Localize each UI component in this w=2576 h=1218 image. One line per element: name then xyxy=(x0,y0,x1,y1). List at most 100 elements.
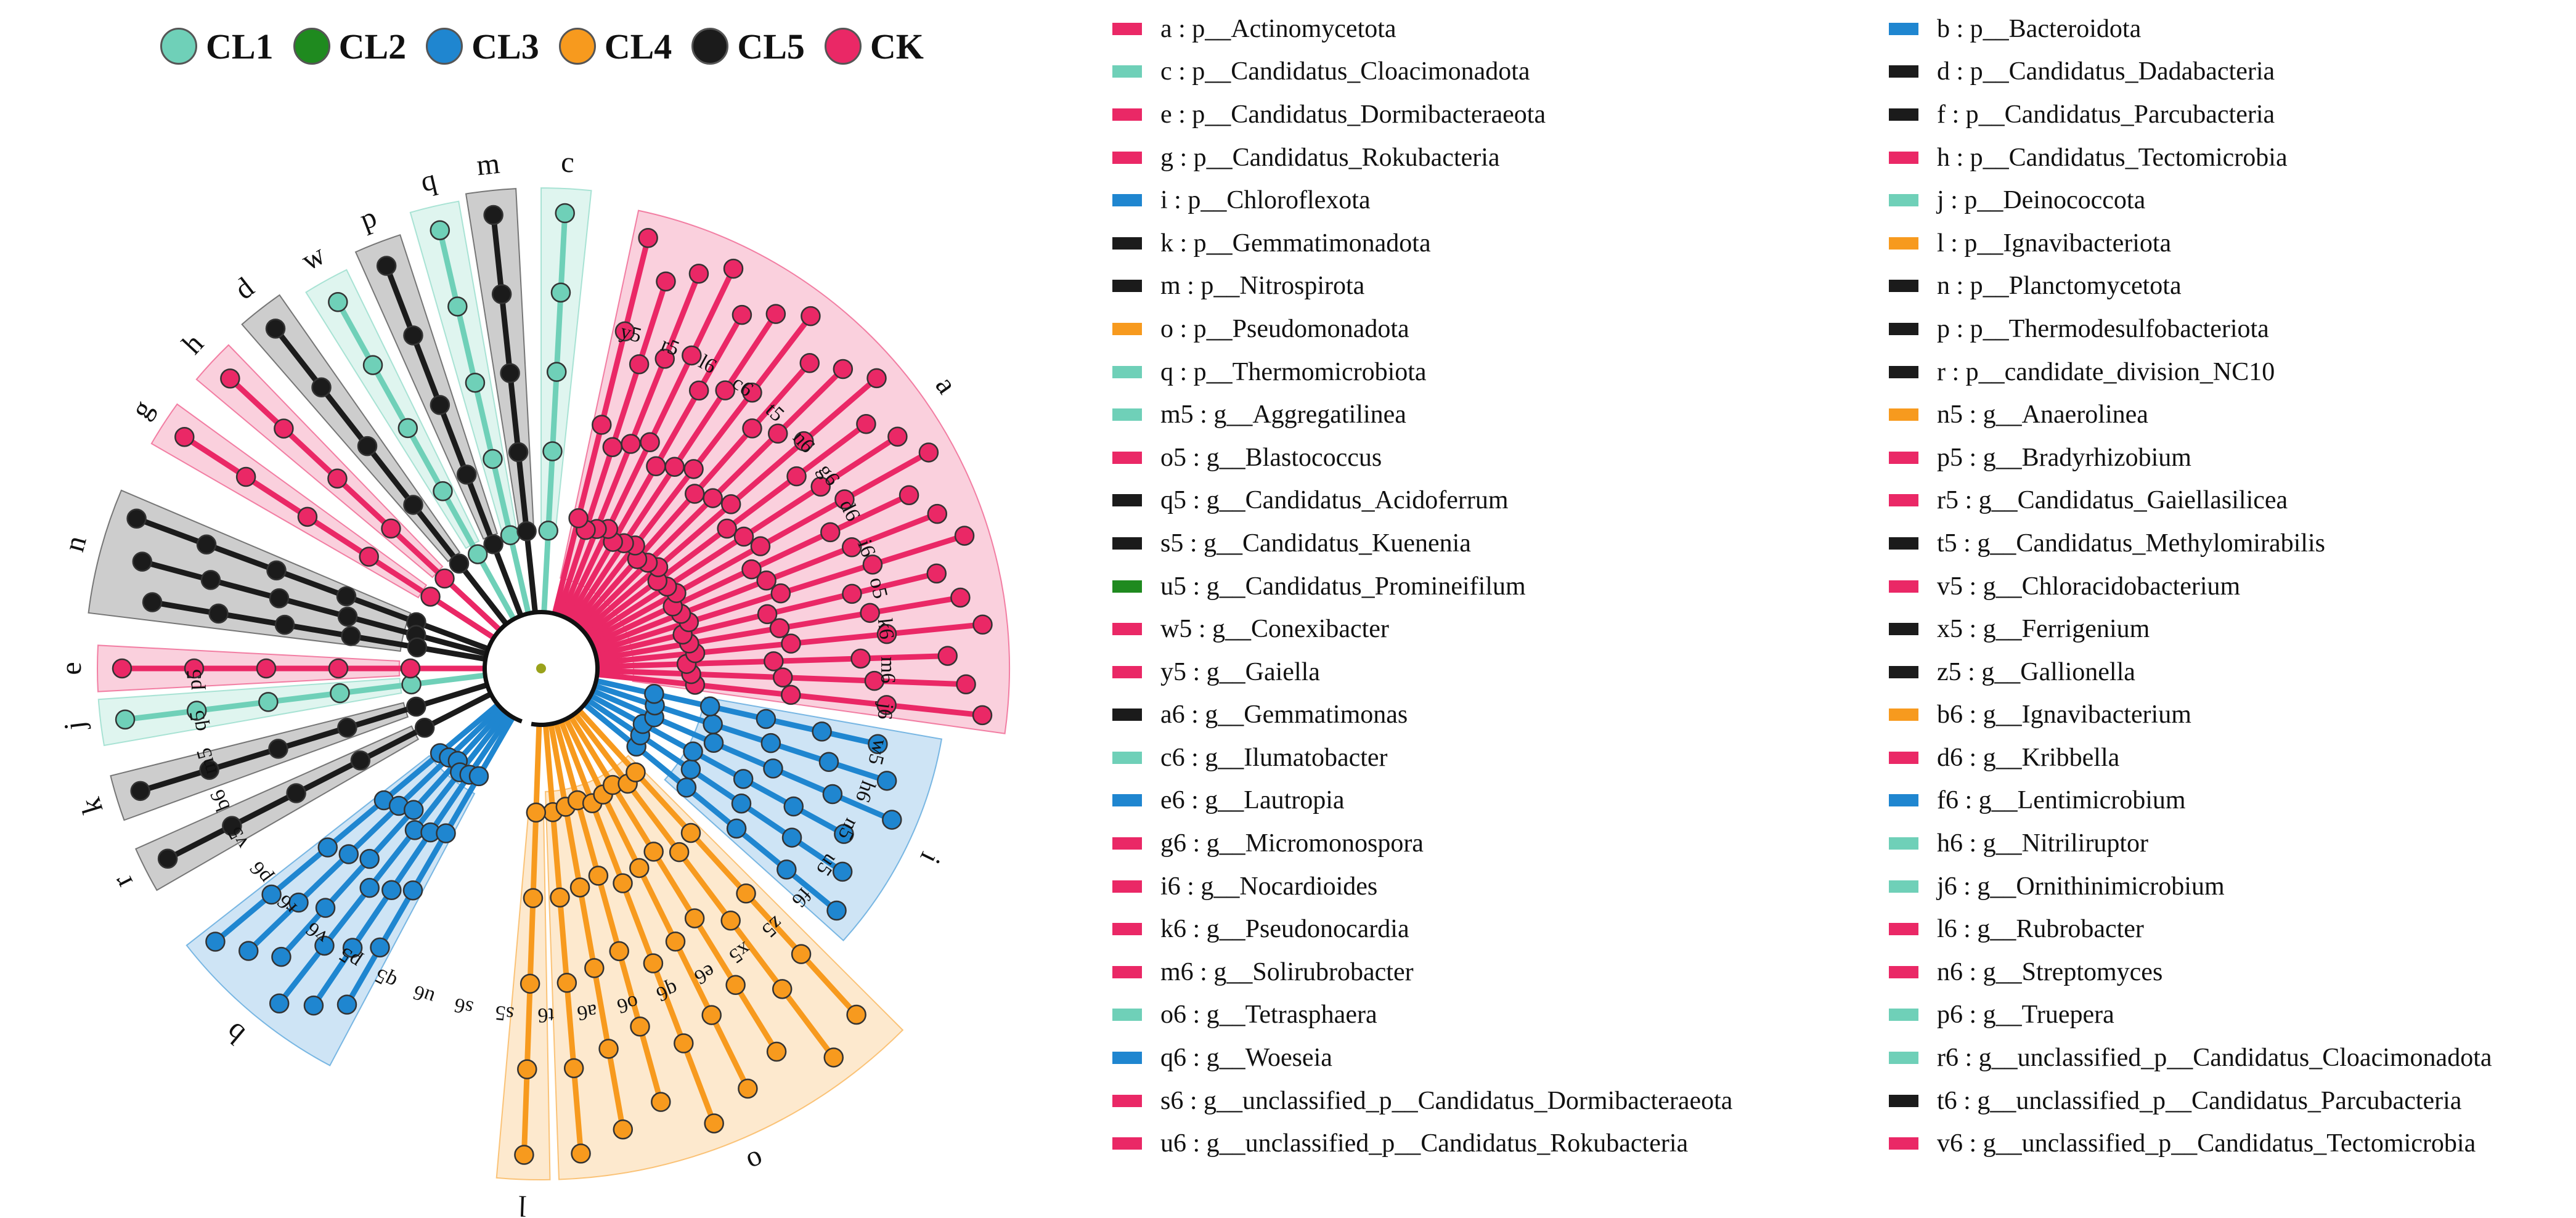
cladogram-node xyxy=(720,910,741,931)
taxa-key-item: e6 : g__Lautropia xyxy=(1112,779,1732,822)
taxa-key-swatch xyxy=(1889,1009,1918,1021)
cladogram-node xyxy=(731,793,752,814)
taxa-key-label: m : p__Nitrospirota xyxy=(1160,272,1365,301)
taxa-key-item: c6 : g__Ilumatobacter xyxy=(1112,736,1732,779)
cladogram-node xyxy=(738,1078,758,1099)
taxa-key-label: m5 : g__Aggregatilinea xyxy=(1160,400,1406,429)
cladogram-node xyxy=(850,648,871,669)
cladogram-node xyxy=(265,319,286,339)
cladogram-node xyxy=(868,734,888,755)
cladogram-node xyxy=(317,837,338,858)
cladogram-node xyxy=(766,1041,787,1062)
taxa-key-label: z5 : g__Gallionella xyxy=(1937,657,2135,686)
taxa-key-swatch xyxy=(1889,322,1918,335)
cladogram-node xyxy=(337,717,357,738)
biomarker-label: s5 xyxy=(494,1001,515,1026)
branch-line xyxy=(573,712,837,1060)
cladogram-node xyxy=(643,842,664,862)
taxa-key-swatch xyxy=(1112,408,1142,421)
branch-line xyxy=(587,698,846,875)
taxa-key-item: n6 : g__Streptomyces xyxy=(1889,951,2492,994)
cladogram-node xyxy=(550,887,570,908)
taxa-key-swatch xyxy=(1889,194,1918,207)
cladogram-node xyxy=(654,349,675,369)
cladogram-node xyxy=(956,674,976,694)
cladogram-node xyxy=(860,603,880,623)
cladogram-node xyxy=(954,526,975,546)
taxa-key-item: g : p__Candidatus_Rokubacteria xyxy=(1112,136,1732,179)
cladogram-node xyxy=(269,588,290,609)
taxa-key-swatch xyxy=(1889,537,1918,550)
taxa-key-item: y5 : g__Gaiella xyxy=(1112,651,1732,694)
cladogram-node xyxy=(381,880,402,901)
cladogram-node xyxy=(311,377,332,397)
cladogram-node xyxy=(407,637,428,657)
taxa-key-label: p5 : g__Bradyrhizobium xyxy=(1937,443,2191,472)
taxa-key-swatch xyxy=(1889,65,1918,78)
taxa-key-label: k6 : g__Pseudonocardia xyxy=(1160,915,1409,944)
branch-line xyxy=(137,683,488,794)
taxa-key-label: n : p__Planctomycetota xyxy=(1937,272,2182,301)
branch-line xyxy=(553,722,664,1105)
branch-line xyxy=(227,375,502,631)
cladogram-node xyxy=(328,292,348,312)
taxa-key-item: r : p__candidate_division_NC10 xyxy=(1889,351,2492,394)
taxa-key-label: h : p__Candidatus_Tectomicrobia xyxy=(1937,143,2288,172)
taxa-key-label: e : p__Candidatus_Dormibacteraeota xyxy=(1160,100,1546,129)
taxa-key-item: h : p__Candidatus_Tectomicrobia xyxy=(1889,136,2492,179)
cladogram-node xyxy=(764,651,784,672)
taxa-key-label: c6 : g__Ilumatobacter xyxy=(1160,743,1388,772)
group-legend-item: CL3 xyxy=(426,26,539,67)
cladogram-node xyxy=(876,695,897,715)
biomarker-label: s6 xyxy=(452,993,476,1020)
taxa-key-item: v6 : g__unclassified_p__Candidatus_Tecto… xyxy=(1889,1122,2492,1165)
cladogram-node xyxy=(436,823,456,843)
group-cl2-marker xyxy=(293,28,330,65)
clade-label: p xyxy=(356,200,381,236)
taxa-key-swatch xyxy=(1112,880,1142,893)
cladogram-node xyxy=(680,759,701,780)
cladogram-node xyxy=(756,708,776,729)
cladogram-node xyxy=(569,877,590,898)
cladogram-node xyxy=(447,296,468,317)
taxa-key-label: s6 : g__unclassified_p__Candidatus_Dormi… xyxy=(1160,1086,1733,1115)
clade-label: w xyxy=(296,238,330,277)
taxa-key-swatch xyxy=(1112,537,1142,550)
taxa-key-swatch xyxy=(1112,65,1142,78)
cladogram-node xyxy=(584,958,605,978)
cladogram-node xyxy=(682,345,702,366)
cladogram-node xyxy=(430,220,450,240)
cladogram-node xyxy=(132,551,153,572)
branch-line xyxy=(593,683,890,784)
taxa-key-label: q6 : g__Woeseia xyxy=(1160,1044,1332,1073)
taxa-key-swatch xyxy=(1112,1009,1142,1021)
cladogram-node xyxy=(602,437,623,457)
group-legend-label: CL1 xyxy=(206,26,274,67)
taxa-key-item: q : p__Thermomicrobiota xyxy=(1112,351,1732,394)
cladogram-node xyxy=(703,733,724,753)
group-cl5-marker xyxy=(691,28,729,65)
clade-label: e xyxy=(55,662,88,675)
cladogram-node xyxy=(638,227,658,248)
taxa-key-swatch xyxy=(1112,580,1142,593)
clade-label: d xyxy=(228,271,260,306)
cladogram-node xyxy=(449,553,470,574)
taxa-key-swatch xyxy=(1889,880,1918,893)
cladogram-node xyxy=(676,777,697,798)
taxa-key-label: c : p__Candidatus_Cloacimonadota xyxy=(1160,57,1530,86)
taxa-key-label: m6 : g__Solirubrobacter xyxy=(1160,957,1414,986)
biomarker-label: a6 xyxy=(576,999,598,1025)
taxa-key-label: b : p__Bacteroidota xyxy=(1937,14,2142,43)
cladogram-node xyxy=(142,592,163,612)
branch-line xyxy=(272,325,508,625)
clade-label: j xyxy=(58,720,91,733)
cladogram-node xyxy=(500,363,520,383)
cladogram-node xyxy=(130,781,150,802)
cladogram-node xyxy=(741,559,762,580)
cladogram-node xyxy=(866,368,887,389)
cladogram-node xyxy=(644,683,664,704)
taxa-key-item: i : p__Chloroflexota xyxy=(1112,179,1732,222)
taxa-key-swatch xyxy=(1112,923,1142,936)
cladogram-node xyxy=(742,382,762,403)
cladogram-node xyxy=(420,587,441,607)
